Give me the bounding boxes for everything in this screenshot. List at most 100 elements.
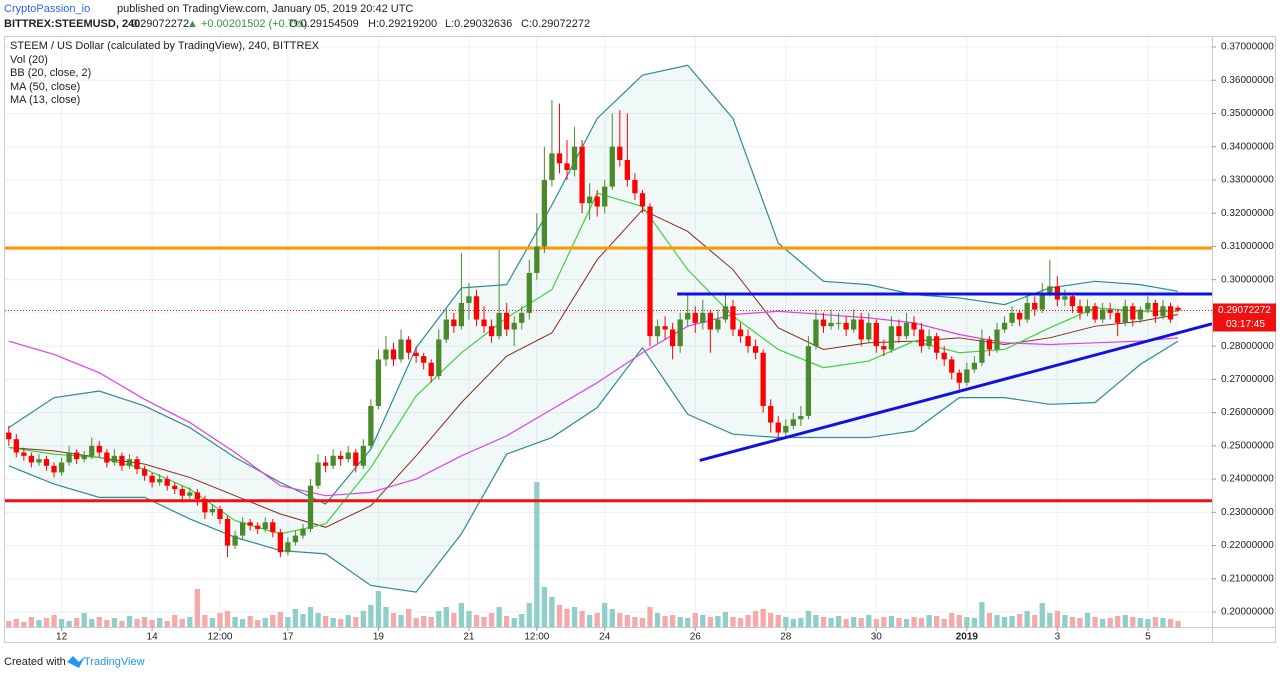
candle-body [858,319,864,340]
candle-body [722,306,729,320]
volume-bar [737,618,744,627]
y-tick-label: 0.25000000 [1221,440,1274,451]
candle-body [737,329,744,337]
volume-bar [1122,615,1128,627]
candle-body [851,319,857,330]
candle-body [692,312,698,323]
candle-body [602,186,608,207]
volume-bar [164,621,170,627]
volume-bar [338,619,344,627]
candle-body [903,322,910,337]
volume-bar [1062,615,1068,627]
candle-body [873,322,879,347]
candle-body [315,462,321,486]
low: L:0.29032636 [445,18,512,30]
candle-body [194,492,201,500]
y-tick-label: 0.22000000 [1221,540,1274,551]
footer-created: Created with [4,656,66,668]
candle-body [994,329,1000,350]
candle-body [1099,309,1106,320]
candle-body [511,322,517,330]
candle-body [587,196,593,204]
y-tick-label: 0.31000000 [1221,241,1274,252]
candle-body [1039,292,1045,310]
candle-body [805,346,812,416]
x-tick-label: 12 [56,632,68,643]
y-tick-label: 0.33000000 [1221,175,1274,186]
footer-brand[interactable]: TradingView [84,656,145,668]
volume-bar [617,613,623,627]
candle-body [813,319,819,347]
volume-bar [1160,618,1166,627]
x-tick-label: 19 [373,632,385,643]
candle-body [104,452,110,463]
candle-body [564,163,570,170]
volume-bar [986,613,993,627]
candle-body [1137,309,1143,320]
candle-body [58,462,65,473]
candle-body [1016,312,1023,320]
volume-bar [134,619,140,627]
volume-bar [903,619,910,627]
volume-bar [89,619,95,627]
tv-logo [67,656,85,668]
legend-ma13: MA (13, close) [10,94,80,106]
candle-body [89,445,95,456]
candle-body [217,509,223,519]
volume-bar [141,617,148,627]
candle-body [51,465,57,473]
volume-bar [790,619,796,627]
candle-body [330,455,336,466]
symbol: BITTREX:STEEMUSD, 240 [4,18,140,30]
volume-bar [677,617,683,627]
y-tick-label: 0.36000000 [1221,75,1274,86]
volume-bar [307,607,314,627]
candle-body [360,445,366,466]
volume-bar [322,616,329,627]
candle-body [36,459,42,463]
volume-bar [730,617,736,627]
y-tick-label: 0.30000000 [1221,274,1274,285]
candle-body [398,339,404,360]
volume-bar [421,616,427,627]
volume-bar [1145,619,1151,627]
legend-volume: Vol (20) [10,54,48,66]
y-tick-label: 0.23000000 [1221,507,1274,518]
volume-bar [941,619,947,627]
volume-bar [179,619,185,627]
bb-lower [8,340,1179,593]
author[interactable]: CryptoPassion_io [4,3,90,15]
volume-bar [36,620,42,627]
volume-bar [262,618,268,627]
volume-bar [911,617,917,627]
volume-bar [647,607,653,627]
y-tick-label: 0.32000000 [1221,208,1274,219]
volume-bar [571,607,578,627]
candle-body [1077,306,1083,313]
candle-body [624,159,630,180]
volume-bar [398,615,404,627]
volume-bar [405,609,412,627]
candle-body [979,339,985,363]
volume-bar [1069,617,1076,627]
x-tick-label: 2019 [956,632,979,643]
volume-bar [549,597,555,627]
candle-body [1160,306,1166,317]
candle-body [790,419,796,426]
candle-body [300,528,306,536]
volume-bar [1175,621,1181,627]
candle-body [255,525,261,529]
volume-bar [760,609,766,627]
volume-bar [828,618,834,627]
candle-body [677,319,683,347]
x-tick-label: 28 [780,632,792,643]
candle-body [918,329,925,347]
volume-bar [949,613,955,627]
volume-bar [6,621,12,627]
candle-body [383,349,389,360]
candle-body [1130,306,1136,320]
y-tick-label: 0.35000000 [1221,108,1274,119]
volume-bar [934,616,940,627]
volume-bar [58,619,65,627]
volume-bar [209,618,216,627]
